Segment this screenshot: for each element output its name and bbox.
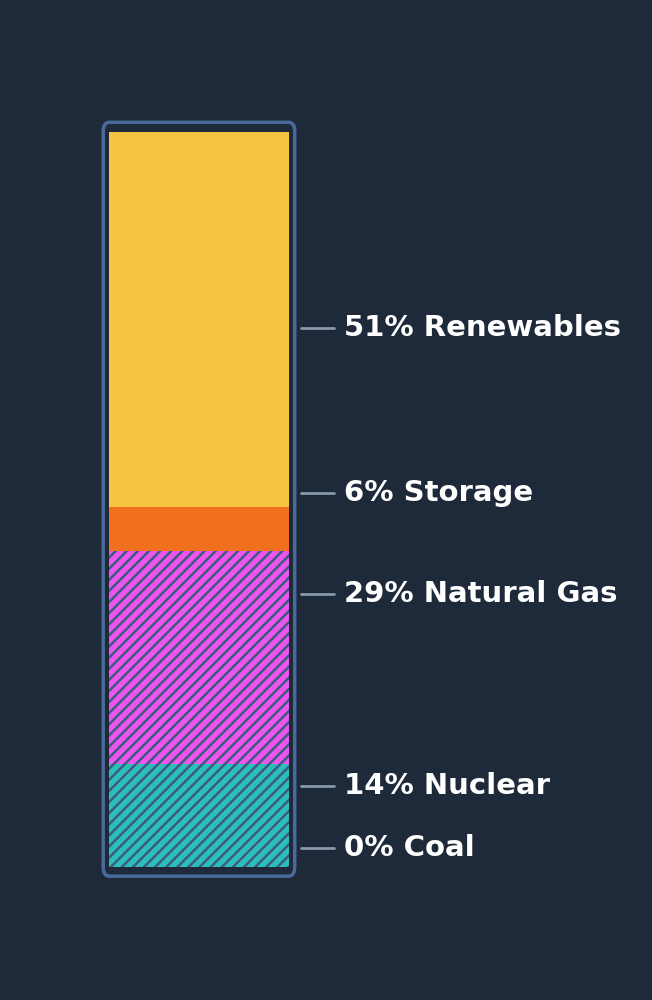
Bar	[110, 764, 289, 867]
Bar	[110, 132, 289, 507]
Bar	[110, 551, 289, 764]
Text: 0% Coal: 0% Coal	[344, 834, 475, 862]
Text: 51% Renewables: 51% Renewables	[344, 314, 621, 342]
Text: 29% Natural Gas: 29% Natural Gas	[344, 580, 617, 608]
Bar	[110, 507, 289, 551]
Text: 6% Storage: 6% Storage	[344, 479, 533, 507]
Text: 14% Nuclear: 14% Nuclear	[344, 772, 550, 800]
Bar	[110, 764, 289, 867]
Bar	[110, 551, 289, 764]
